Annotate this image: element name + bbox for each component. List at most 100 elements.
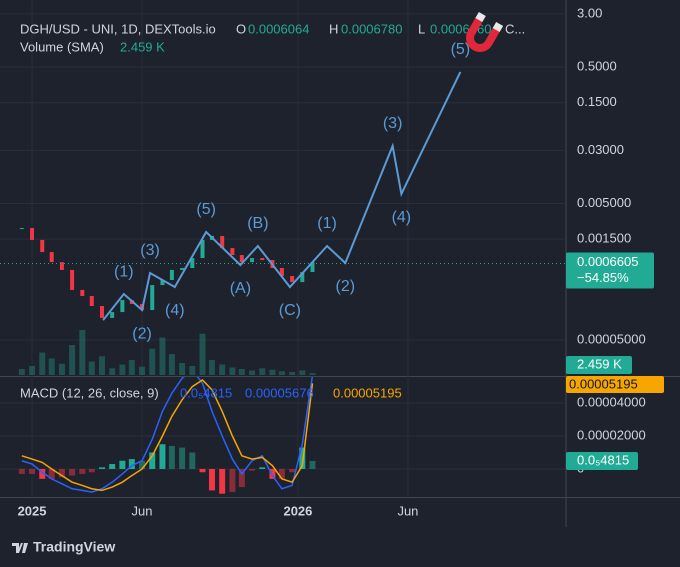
histogram-bar [238,468,245,488]
histogram-bar [168,445,175,469]
histogram-bar [299,447,306,469]
volume-bar [48,358,55,375]
histogram-bar [289,468,296,473]
candle [300,272,305,283]
candle [110,312,115,318]
histogram-bar [149,452,156,469]
volume-axis-label: 2.459 K [577,356,622,371]
x-tick-label: Jun [397,503,418,518]
wave-label: (2) [336,278,356,295]
macd-title: MACD (12, 26, close, 9) [20,385,159,400]
volume-bar [208,360,215,375]
volume-bar [69,345,76,375]
candle [160,279,165,286]
histogram-axis-label: 0.0₅4815 [577,452,629,467]
candle [89,296,94,307]
ohlc-name: O [236,21,246,36]
wave-label: (4) [392,209,412,226]
wave-label: (A) [230,280,251,297]
candle [99,306,104,318]
candle [200,239,205,259]
candle [279,268,284,277]
volume-bar [289,372,296,375]
histogram-bar [189,452,196,469]
y-tick-label: 0.1500 [577,94,617,109]
candle [310,262,315,273]
histogram-bar [219,468,226,494]
candle [230,248,235,256]
signal-axis-label: 0.00005195 [569,376,638,391]
y-tick-label: 0.001500 [577,231,631,246]
volume-bar [109,368,116,375]
wave-label: (5) [196,201,216,218]
wave-label: (1) [317,215,337,232]
volume-bar [79,330,86,375]
volume-bar [88,361,95,375]
chart-title: DGH/USD - UNI, 1D, DEXTools.io [20,21,216,36]
volume-bar [98,356,105,375]
macd-legend-value: 0.00005676 [245,385,314,400]
last-change-label: −54.85% [577,270,629,285]
volume-bar [128,360,135,375]
candle [19,228,24,230]
volume-bar [189,366,196,375]
y-tick-label: 0.00002000 [577,427,646,442]
volume-bar [259,368,266,375]
histogram-bar [249,468,256,471]
x-tick-label: 2026 [283,503,312,518]
branding: TradingView [33,539,115,555]
signal-line [21,379,314,492]
wave-label: (5) [451,41,471,58]
histogram-bar [208,468,215,491]
volume-bar [238,369,245,375]
wave-label: (3) [140,242,160,259]
volume-bar [29,366,36,375]
volume-bar [249,370,256,375]
histogram-bar [109,464,116,469]
histogram-bar [159,444,166,469]
volume-bar [269,369,276,375]
histogram-bar [278,468,285,479]
volume-bar [229,367,236,375]
x-tick-label: Jun [132,503,153,518]
histogram-bar [48,468,55,479]
candle [30,228,35,240]
histogram-bar [39,468,46,479]
histogram-bar [29,468,36,474]
wave-label: (C) [279,302,301,319]
candle [290,276,295,283]
histogram-bar [199,468,206,473]
candle [80,289,85,297]
volume-bar [39,352,46,375]
histogram-bar [58,468,65,478]
histogram-bar [119,460,126,469]
histogram-bar [69,468,76,476]
last-price-label: 0.0006605 [577,254,638,269]
volume-bar [309,373,316,375]
ohlc-value: 0.0006060 [430,21,491,36]
volume-bar [149,348,156,375]
candle [59,262,64,270]
volume-bar [278,371,285,375]
ohlc-value: 0.0006064 [248,21,309,36]
histogram-bar [229,468,236,493]
y-tick-label: 0.5000 [577,58,617,73]
histogram-bar [18,468,25,474]
histogram-bar [269,468,276,479]
magnet-icon [466,11,504,52]
wave-label: (1) [114,263,134,280]
y-tick-label: 0.005000 [577,195,631,210]
volume-bar [179,363,186,375]
histogram-legend-value: 0.0₅4815 [180,385,232,400]
volume-bar [219,364,226,375]
volume-box [566,356,632,374]
ohlc-name: L [418,21,425,36]
wave-label: (3) [383,115,403,132]
volume-bar [299,370,306,375]
y-tick-label: 0.00005000 [577,331,646,346]
candle [169,269,174,280]
volume-bar [139,366,146,375]
histogram-bar [259,467,266,469]
histogram-bar [128,459,135,469]
